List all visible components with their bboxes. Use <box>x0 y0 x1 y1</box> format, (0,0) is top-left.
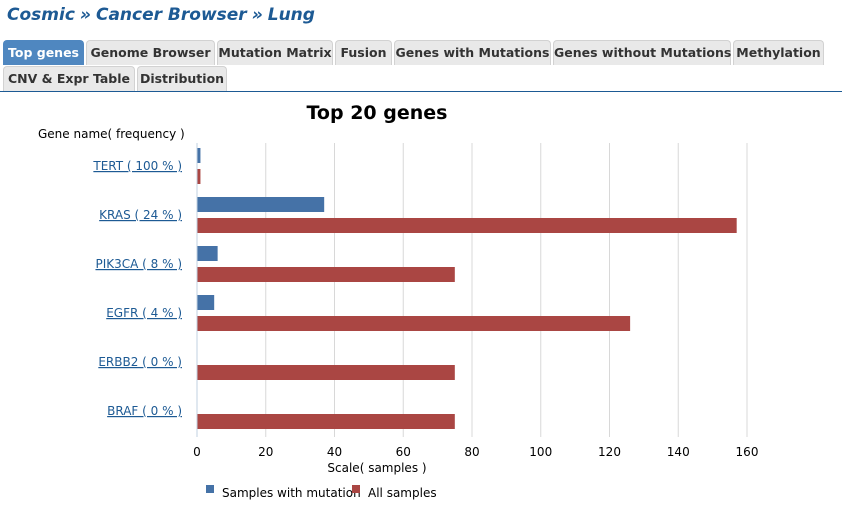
bar-all-samples[interactable] <box>197 169 201 184</box>
bar-all-samples[interactable] <box>197 267 455 282</box>
breadcrumb-separator: » <box>79 5 91 25</box>
bars <box>197 148 737 429</box>
legend-label-all: All samples <box>368 486 437 500</box>
legend-label-mutation: Samples with mutation <box>222 486 361 500</box>
x-tick-label: 0 <box>193 445 201 459</box>
breadcrumb-item-lung: Lung <box>267 5 315 25</box>
tab-genes-without-mutations[interactable]: Genes without Mutations <box>553 40 731 65</box>
y-axis-label: Gene name( frequency ) <box>38 127 185 141</box>
x-tick-label: 100 <box>529 445 552 459</box>
tab-divider <box>0 91 842 92</box>
bar-all-samples[interactable] <box>197 316 631 331</box>
x-tick-label: 80 <box>464 445 479 459</box>
gene-link[interactable]: ERBB2 ( 0 % ) <box>98 355 182 369</box>
tab-row-1: Top genes Genome Browser Mutation Matrix… <box>3 40 842 65</box>
x-tick-label: 40 <box>327 445 342 459</box>
bar-all-samples[interactable] <box>197 365 455 380</box>
gene-link[interactable]: PIK3CA ( 8 % ) <box>95 257 182 271</box>
gene-link[interactable]: BRAF ( 0 % ) <box>107 404 182 418</box>
x-tick-label: 160 <box>736 445 759 459</box>
gene-link[interactable]: EGFR ( 4 % ) <box>106 306 182 320</box>
tab-fusion[interactable]: Fusion <box>335 40 392 65</box>
tab-mutation-matrix[interactable]: Mutation Matrix <box>217 40 333 65</box>
tab-cnv-expr-table[interactable]: CNV & Expr Table <box>3 66 135 91</box>
bar-mutation[interactable] <box>197 197 325 212</box>
x-ticks: 0 20 40 60 80 100 120 140 160 <box>193 445 758 459</box>
category-labels: TERT ( 100 % ) KRAS ( 24 % ) PIK3CA ( 8 % … <box>92 159 182 418</box>
bar-chart: Top 20 genes Gene name( frequency ) TERT… <box>38 102 758 500</box>
breadcrumb-item-cancer-browser[interactable]: Cancer Browser <box>95 5 247 25</box>
breadcrumb-separator: » <box>251 5 263 25</box>
x-tick-label: 60 <box>396 445 411 459</box>
grid <box>265 143 748 437</box>
tab-top-genes[interactable]: Top genes <box>3 40 84 65</box>
legend-swatch-all <box>352 485 360 493</box>
x-tick-label: 20 <box>258 445 273 459</box>
bar-all-samples[interactable] <box>197 218 737 233</box>
x-axis-label: Scale( samples ) <box>327 461 426 475</box>
breadcrumb: Cosmic» Cancer Browser» Lung <box>7 5 315 25</box>
legend: Samples with mutation All samples <box>206 485 437 500</box>
tab-genes-with-mutations[interactable]: Genes with Mutations <box>394 40 551 65</box>
bar-mutation[interactable] <box>197 246 218 261</box>
x-tick-label: 140 <box>667 445 690 459</box>
chart-title: Top 20 genes <box>307 102 448 124</box>
legend-item-all[interactable]: All samples <box>352 485 437 500</box>
bar-mutation[interactable] <box>197 148 201 163</box>
tab-distribution[interactable]: Distribution <box>137 66 227 91</box>
tab-methylation[interactable]: Methylation <box>733 40 824 65</box>
bar-mutation[interactable] <box>197 295 215 310</box>
gene-link[interactable]: TERT ( 100 % ) <box>92 159 182 173</box>
legend-item-mutation[interactable]: Samples with mutation <box>206 485 361 500</box>
tab-bar: Top genes Genome Browser Mutation Matrix… <box>3 40 842 92</box>
bar-all-samples[interactable] <box>197 414 455 429</box>
tab-row-2: CNV & Expr Table Distribution <box>3 66 842 91</box>
tab-genome-browser[interactable]: Genome Browser <box>86 40 215 65</box>
gene-link[interactable]: KRAS ( 24 % ) <box>99 208 182 222</box>
breadcrumb-item-cosmic[interactable]: Cosmic <box>7 5 75 25</box>
legend-swatch-mutation <box>206 485 214 493</box>
x-tick-label: 120 <box>598 445 621 459</box>
